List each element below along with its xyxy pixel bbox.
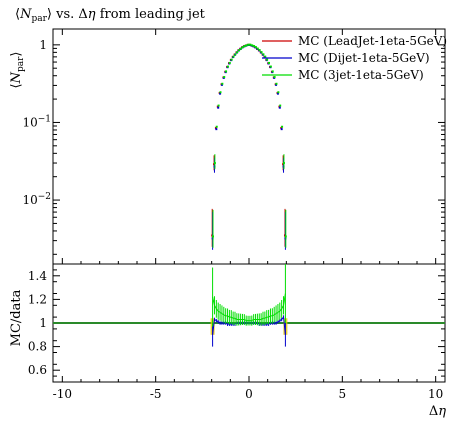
main-data-point — [279, 104, 282, 107]
main-data-point — [280, 128, 283, 131]
main-panel — [211, 43, 287, 250]
legend-label-dijet: MC (Dijet-1eta-5GeV) — [298, 51, 430, 65]
main-data-point — [241, 46, 244, 49]
main-data-point — [275, 83, 278, 86]
main-data-point — [212, 235, 214, 238]
main-data-point — [251, 44, 254, 47]
x-tick-label: -5 — [150, 387, 162, 401]
ratio-y-tick-label: 0.6 — [28, 363, 47, 377]
ratio-y-axis-label: MC/data — [9, 289, 24, 346]
main-y-tick-label: 10−2 — [22, 192, 51, 207]
main-data-point — [226, 65, 229, 68]
main-data-point — [217, 104, 220, 107]
main-data-point — [281, 125, 284, 128]
x-axis-label: Δη — [429, 404, 446, 419]
main-data-point — [260, 51, 263, 54]
main-data-point — [266, 58, 269, 61]
main-data-point — [216, 105, 219, 108]
main-data-point — [271, 70, 274, 73]
main-data-point — [221, 82, 224, 85]
ticks-layer: -10 -5 0 5 10 1 10−1 10−2 0.6 0.8 1 1.2 1.4 — [22, 29, 445, 401]
main-data-point — [249, 43, 252, 46]
main-data-point — [277, 91, 280, 94]
main-data-point — [213, 162, 216, 165]
main-data-point — [282, 162, 285, 165]
main-data-point — [219, 92, 222, 95]
ratio-y-tick-label: 1 — [39, 316, 47, 330]
ratio-y-tick-label: 1.2 — [28, 292, 47, 306]
ratio-y-tick-label: 0.8 — [28, 340, 47, 354]
chart-title: ⟨Npar⟩ vs. Δη from leading jet — [15, 7, 206, 24]
main-data-point — [258, 49, 261, 52]
main-data-point — [215, 128, 218, 131]
main-data-point — [262, 53, 265, 56]
main-data-point — [243, 45, 246, 48]
main-y-tick-label: 10−1 — [22, 114, 51, 129]
main-data-point — [220, 83, 223, 86]
legend: MC (LeadJet-1eta-5GeV) MC (Dijet-1eta-5G… — [262, 34, 447, 82]
main-data-point — [269, 65, 272, 68]
main-data-point — [276, 92, 279, 95]
x-tick-label: 10 — [428, 387, 443, 401]
main-y-tick-label: 1 — [39, 38, 47, 52]
legend-label-3jet: MC (3jet-1eta-5GeV) — [298, 68, 424, 82]
x-tick-label: 5 — [339, 387, 347, 401]
main-data-point — [247, 43, 250, 46]
ratio-panel — [53, 264, 445, 347]
main-data-point — [278, 106, 281, 109]
main-data-point — [219, 91, 222, 94]
main-data-point — [234, 53, 237, 56]
main-data-point — [236, 51, 239, 54]
main-data-point — [214, 126, 217, 129]
ratio-series-line — [212, 315, 286, 335]
main-data-point — [253, 45, 256, 48]
x-tick-label: -10 — [53, 387, 72, 401]
main-data-point — [273, 76, 276, 79]
main-data-point — [264, 55, 267, 58]
main-data-point — [232, 55, 235, 58]
main-data-point — [268, 61, 270, 64]
main-data-point — [215, 125, 218, 128]
main-data-point — [280, 126, 283, 129]
main-data-point — [240, 47, 242, 50]
ratio-series-line — [212, 293, 286, 322]
main-data-point — [284, 235, 287, 238]
main-data-point — [238, 49, 241, 52]
main-data-point — [275, 82, 278, 85]
main-data-point — [256, 47, 259, 50]
ratio-y-tick-label: 1.4 — [28, 269, 47, 283]
x-tick-label: 0 — [245, 387, 253, 401]
main-data-point — [278, 105, 281, 108]
legend-label-leadjet: MC (LeadJet-1eta-5GeV) — [298, 34, 447, 48]
main-data-point — [225, 70, 228, 73]
main-data-point — [254, 46, 257, 49]
main-y-axis-label: ⟨Npar⟩ — [9, 52, 26, 89]
main-data-point — [245, 44, 248, 47]
main-data-point — [228, 61, 231, 64]
main-data-point — [217, 106, 220, 109]
main-data-point — [230, 58, 233, 61]
main-data-point — [223, 76, 226, 79]
